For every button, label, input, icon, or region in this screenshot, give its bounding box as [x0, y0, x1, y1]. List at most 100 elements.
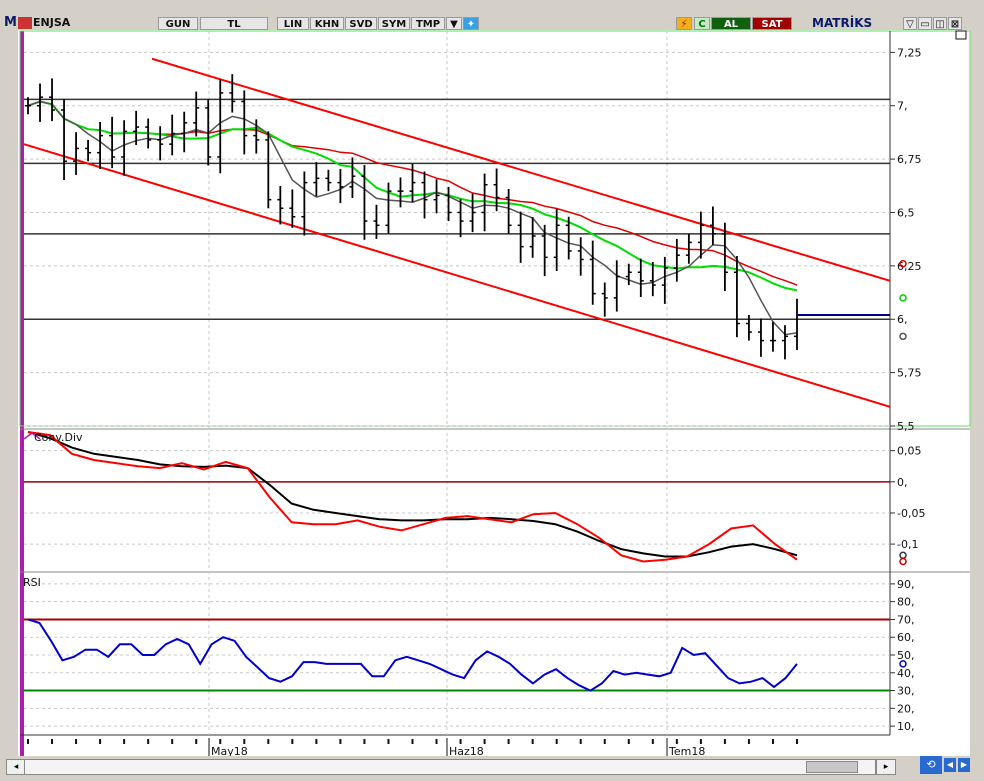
rsi-line	[27, 618, 798, 692]
x-day-tick	[339, 739, 342, 744]
x-day-tick	[771, 739, 774, 744]
x-day-tick	[291, 739, 294, 744]
macd-signal-marker	[899, 557, 907, 566]
currency-button[interactable]: TL	[200, 17, 268, 30]
chart-type-icon[interactable]	[18, 17, 32, 29]
rsi-y-tick-label: 50,	[897, 649, 915, 662]
restore-icon[interactable]: ▭	[918, 17, 932, 30]
macd-line	[27, 431, 798, 558]
x-day-tick	[387, 739, 390, 744]
rsi-y-tick-label: 10,	[897, 720, 915, 733]
scroll-left-button[interactable]: ◂	[6, 759, 26, 775]
rsi-y-tick-label: 70,	[897, 613, 915, 626]
x-day-tick	[315, 739, 318, 744]
rsi-y-tick-label: 20,	[897, 702, 915, 715]
macd-y-tick-label: 0,05	[897, 445, 922, 458]
price-y-tick-label: 6,75	[897, 153, 922, 166]
ma-long-marker	[899, 294, 907, 302]
x-day-tick	[267, 739, 270, 744]
minimize-icon[interactable]: ▽	[903, 17, 917, 30]
x-day-tick	[675, 739, 678, 744]
maximize-icon[interactable]: ◫	[933, 17, 947, 30]
bottom-bar: ◂ ▸ ⟲ ◀ ▶	[0, 756, 984, 781]
macd-panel: 0,05 0, -0,05 -0,1	[23, 431, 925, 566]
x-day-tick	[555, 739, 558, 744]
x-day-tick	[51, 739, 54, 744]
x-day-tick	[699, 739, 702, 744]
x-day-tick	[99, 739, 102, 744]
rsi-y-tick-label: 90,	[897, 578, 915, 591]
x-day-tick	[507, 739, 510, 744]
x-tick-label: Tem18	[668, 745, 705, 758]
next-icon[interactable]: ▶	[958, 758, 970, 772]
x-day-tick	[531, 739, 534, 744]
scroll-right-button[interactable]: ▸	[876, 759, 896, 775]
x-day-tick	[483, 739, 486, 744]
close-icon[interactable]: ⊠	[948, 17, 962, 30]
price-y-tick-label: 5,75	[897, 367, 922, 380]
tmp-button[interactable]: TMP	[411, 17, 445, 30]
x-day-tick	[796, 739, 798, 744]
price-y-tick-label: 6,25	[897, 260, 922, 273]
x-tick-label: Haz18	[449, 745, 484, 758]
x-day-tick	[435, 739, 438, 744]
macd-y-tick-label: -0,05	[897, 507, 925, 520]
horizontal-scrollbar[interactable]	[24, 759, 876, 775]
macd-y-tick-label: 0,	[897, 476, 908, 489]
logo: M	[4, 15, 17, 30]
price-y-tick-label: 7,	[897, 100, 908, 113]
lightning-icon[interactable]: ⚡	[676, 17, 692, 30]
lin-button[interactable]: LIN	[277, 17, 309, 30]
twitter-icon[interactable]: ✦	[463, 17, 479, 30]
x-day-tick	[147, 739, 150, 744]
macd-title: Conv.Div	[34, 431, 83, 444]
rsi-y-tick-label: 80,	[897, 596, 915, 609]
ma-short-marker	[899, 332, 907, 341]
x-day-tick	[195, 739, 198, 744]
prev-icon[interactable]: ◀	[944, 758, 956, 772]
sell-button[interactable]: SAT	[752, 17, 792, 30]
x-day-tick	[579, 739, 582, 744]
price-panel: 7,25 7, 6,75 6,5 6,25 6, 5,75 5,5	[23, 46, 922, 433]
sym-button[interactable]: SYM	[378, 17, 410, 30]
buy-button[interactable]: AL	[711, 17, 751, 30]
channel-upper-line	[151, 57, 891, 282]
x-day-tick	[723, 739, 726, 744]
macd-title-icon	[23, 432, 41, 440]
dropdown-icon[interactable]: ▼	[446, 17, 462, 30]
macd-y-tick-label: -0,1	[897, 538, 918, 551]
khn-button[interactable]: KHN	[310, 17, 344, 30]
brand-logo: MATRİKS	[812, 16, 873, 30]
rsi-y-tick-label: 40,	[897, 667, 915, 680]
x-day-tick	[459, 739, 462, 744]
c-button[interactable]: C	[694, 17, 710, 30]
rsi-marker	[899, 660, 907, 668]
svd-button[interactable]: SVD	[345, 17, 377, 30]
x-day-tick	[243, 739, 246, 744]
rsi-title: RSI	[23, 576, 41, 589]
price-y-tick-label: 6,5	[897, 206, 915, 219]
rsi-y-tick-label: 30,	[897, 685, 915, 698]
x-day-tick	[27, 739, 29, 744]
price-y-tick-label: 6,	[897, 313, 908, 326]
symbol-label[interactable]: ENJSA	[33, 16, 71, 29]
ma-trend-marker	[899, 259, 907, 268]
x-day-tick	[75, 739, 78, 744]
x-day-tick	[363, 739, 366, 744]
rsi-panel: 90, 80, 70, 60, 50, 40, 30, 20, 10,	[24, 578, 915, 733]
x-tick-label: May18	[211, 745, 248, 758]
rsi-y-tick-label: 60,	[897, 631, 915, 644]
x-day-tick	[219, 739, 222, 744]
scroll-thumb[interactable]	[806, 761, 858, 773]
macd-signal-line	[27, 431, 798, 563]
toolbar: M ENJSA GUN TL LIN KHN SVD SYM TMP ▼ ✦ ⚡…	[0, 0, 984, 30]
period-button[interactable]: GUN	[158, 17, 198, 30]
refresh-icon[interactable]: ⟲	[920, 756, 942, 774]
price-y-tick-label: 5,5	[897, 420, 915, 433]
x-day-tick	[123, 739, 126, 744]
x-axis: May18 Haz18 Tem18	[27, 738, 798, 758]
x-day-tick	[171, 739, 174, 744]
x-day-tick	[603, 739, 606, 744]
x-day-tick	[411, 739, 414, 744]
